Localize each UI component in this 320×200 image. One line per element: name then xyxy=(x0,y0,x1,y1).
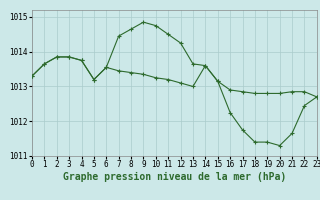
X-axis label: Graphe pression niveau de la mer (hPa): Graphe pression niveau de la mer (hPa) xyxy=(63,172,286,182)
